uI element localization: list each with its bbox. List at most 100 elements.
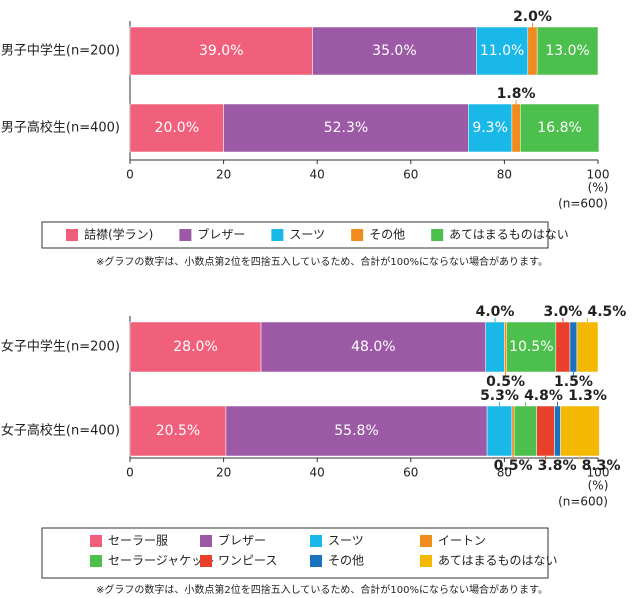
bar-segment — [536, 405, 555, 457]
bar-segment — [504, 321, 507, 373]
legend-label: ブレザー — [218, 533, 266, 548]
category-label: 女子高校生(n=400) — [1, 423, 120, 439]
x-axis-label: (%) — [588, 479, 609, 493]
value-label: 4.5% — [587, 304, 626, 320]
legend-box — [41, 221, 549, 249]
bar-segment — [129, 321, 262, 373]
legend-swatch — [179, 229, 192, 241]
value-label: 20.0% — [155, 120, 199, 136]
legend-label: ワンピース — [218, 554, 277, 568]
legend-swatch — [90, 555, 102, 567]
legend-label: セーラー服 — [108, 534, 168, 548]
value-label: 8.3% — [582, 458, 621, 474]
legend-swatch — [431, 229, 444, 241]
x-tick-label: 40 — [310, 168, 325, 182]
legend-swatch — [271, 229, 284, 241]
legend-swatch — [310, 535, 322, 547]
bar-segment — [129, 103, 224, 153]
legend-label: スーツ — [328, 534, 364, 548]
bar-segment — [129, 405, 227, 457]
legend-label: ブレザー — [197, 227, 245, 242]
bar-segment — [555, 321, 571, 373]
legend-swatch — [200, 535, 212, 547]
value-label: 35.0% — [372, 43, 416, 59]
legend-swatch — [66, 229, 78, 241]
value-label: 1.8% — [497, 86, 536, 102]
legend-label: その他 — [369, 228, 405, 242]
legend-label: 詰襟(学ラン) — [84, 227, 153, 242]
legend-box — [41, 527, 549, 579]
category-label: 女子中学生(n=200) — [1, 339, 120, 355]
bar-segment — [536, 26, 599, 76]
value-label: 1.3% — [568, 388, 607, 404]
legend-swatch — [200, 555, 212, 567]
bar-segment — [511, 103, 521, 153]
value-label: 3.0% — [543, 304, 582, 320]
bar-segment — [223, 103, 469, 153]
bar-segment — [506, 321, 557, 373]
x-tick-label: 0 — [126, 466, 134, 480]
value-label: 9.3% — [472, 120, 508, 136]
x-tick-label: 80 — [497, 466, 512, 480]
value-label: 4.0% — [476, 304, 515, 320]
x-tick-label: 20 — [216, 168, 231, 182]
bar-segment — [554, 405, 561, 457]
value-label: 11.0% — [480, 43, 524, 59]
legend-label: イートン — [438, 534, 486, 548]
value-label: 10.5% — [509, 339, 553, 355]
bar-segment — [260, 321, 486, 373]
value-label: 3.8% — [538, 458, 577, 474]
value-label: 28.0% — [173, 339, 217, 355]
legend-swatch — [310, 555, 322, 567]
bar-segment — [485, 321, 505, 373]
legend-swatch — [351, 229, 364, 241]
footnote: ※グラフの数字は、小数点第2位を四捨五入しているため、合計が100%にならない場… — [96, 255, 548, 268]
value-label: 55.8% — [334, 423, 378, 439]
legend-label: スーツ — [289, 228, 325, 242]
bar-segment — [225, 405, 488, 457]
x-tick-label: 80 — [497, 168, 512, 182]
bar-segment — [129, 26, 313, 76]
bar-segment — [468, 103, 513, 153]
bar-segment — [511, 405, 515, 457]
sample-size: (n=600) — [558, 495, 608, 509]
value-label: 5.3% — [480, 388, 519, 404]
category-label: 男子中学生(n=200) — [1, 43, 120, 59]
legend-swatch — [420, 535, 432, 547]
value-label: 1.5% — [554, 374, 593, 390]
value-label: 0.5% — [486, 374, 525, 390]
x-axis-label: (%) — [588, 181, 609, 195]
footnote: ※グラフの数字は、小数点第2位を四捨五入しているため、合計が100%にならない場… — [96, 583, 548, 596]
x-tick-label: 60 — [403, 466, 418, 480]
legend-label: セーラージャケット — [108, 554, 215, 568]
bar-segment — [513, 405, 537, 457]
x-tick-label: 100 — [587, 466, 610, 480]
bar-segment — [312, 26, 477, 76]
value-label: 39.0% — [199, 43, 243, 59]
x-tick-label: 20 — [216, 466, 231, 480]
value-label: 16.8% — [537, 120, 581, 136]
x-tick-label: 60 — [403, 168, 418, 182]
bar-segment — [576, 321, 599, 373]
value-label: 0.5% — [494, 458, 533, 474]
value-label: 20.5% — [156, 423, 200, 439]
x-tick-label: 40 — [310, 466, 325, 480]
x-tick-label: 100 — [587, 168, 610, 182]
value-label: 4.8% — [524, 388, 563, 404]
value-label: 13.0% — [545, 43, 589, 59]
bar-segment — [527, 26, 538, 76]
legend-label: あてはまるものはない — [438, 554, 558, 568]
legend-swatch — [90, 535, 102, 547]
sample-size: (n=600) — [558, 197, 608, 211]
bar-segment — [560, 405, 600, 457]
bar-segment — [486, 405, 513, 457]
legend-label: その他 — [328, 554, 364, 568]
category-label: 男子高校生(n=400) — [1, 120, 120, 136]
legend-swatch — [420, 555, 432, 567]
legend-label: あてはまるものはない — [449, 228, 569, 242]
bar-segment — [476, 26, 529, 76]
value-label: 52.3% — [324, 120, 368, 136]
x-tick-label: 0 — [126, 168, 134, 182]
bar-segment — [569, 321, 578, 373]
